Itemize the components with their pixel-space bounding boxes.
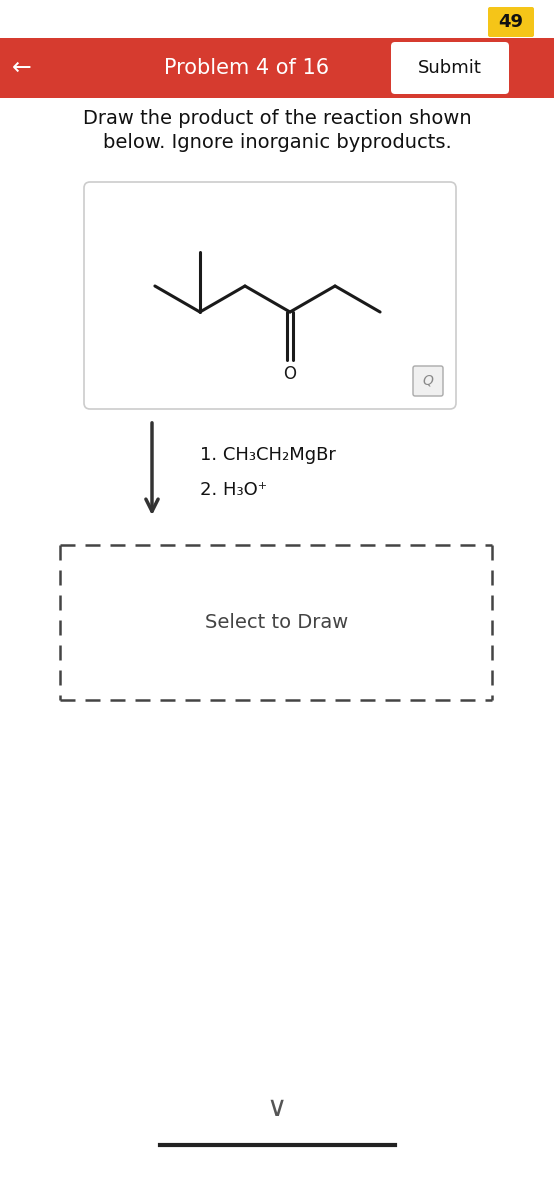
Text: Draw the product of the reaction shown: Draw the product of the reaction shown (83, 108, 471, 127)
FancyBboxPatch shape (413, 366, 443, 396)
Text: Select to Draw: Select to Draw (206, 613, 348, 632)
Text: Q: Q (423, 374, 433, 388)
Text: Submit: Submit (418, 59, 482, 77)
Text: 2. H₃O⁺: 2. H₃O⁺ (200, 481, 267, 499)
Text: 49: 49 (499, 13, 524, 31)
Text: Problem 4 of 16: Problem 4 of 16 (165, 58, 330, 78)
Bar (0, 38, 554, 98)
Text: ∨: ∨ (267, 1094, 287, 1122)
Text: ←: ← (12, 56, 32, 80)
FancyBboxPatch shape (391, 42, 509, 94)
FancyBboxPatch shape (488, 7, 534, 37)
Text: O: O (284, 365, 296, 383)
FancyBboxPatch shape (84, 182, 456, 409)
Text: below. Ignore inorganic byproducts.: below. Ignore inorganic byproducts. (102, 133, 452, 152)
Text: 1. CH₃CH₂MgBr: 1. CH₃CH₂MgBr (200, 446, 336, 464)
